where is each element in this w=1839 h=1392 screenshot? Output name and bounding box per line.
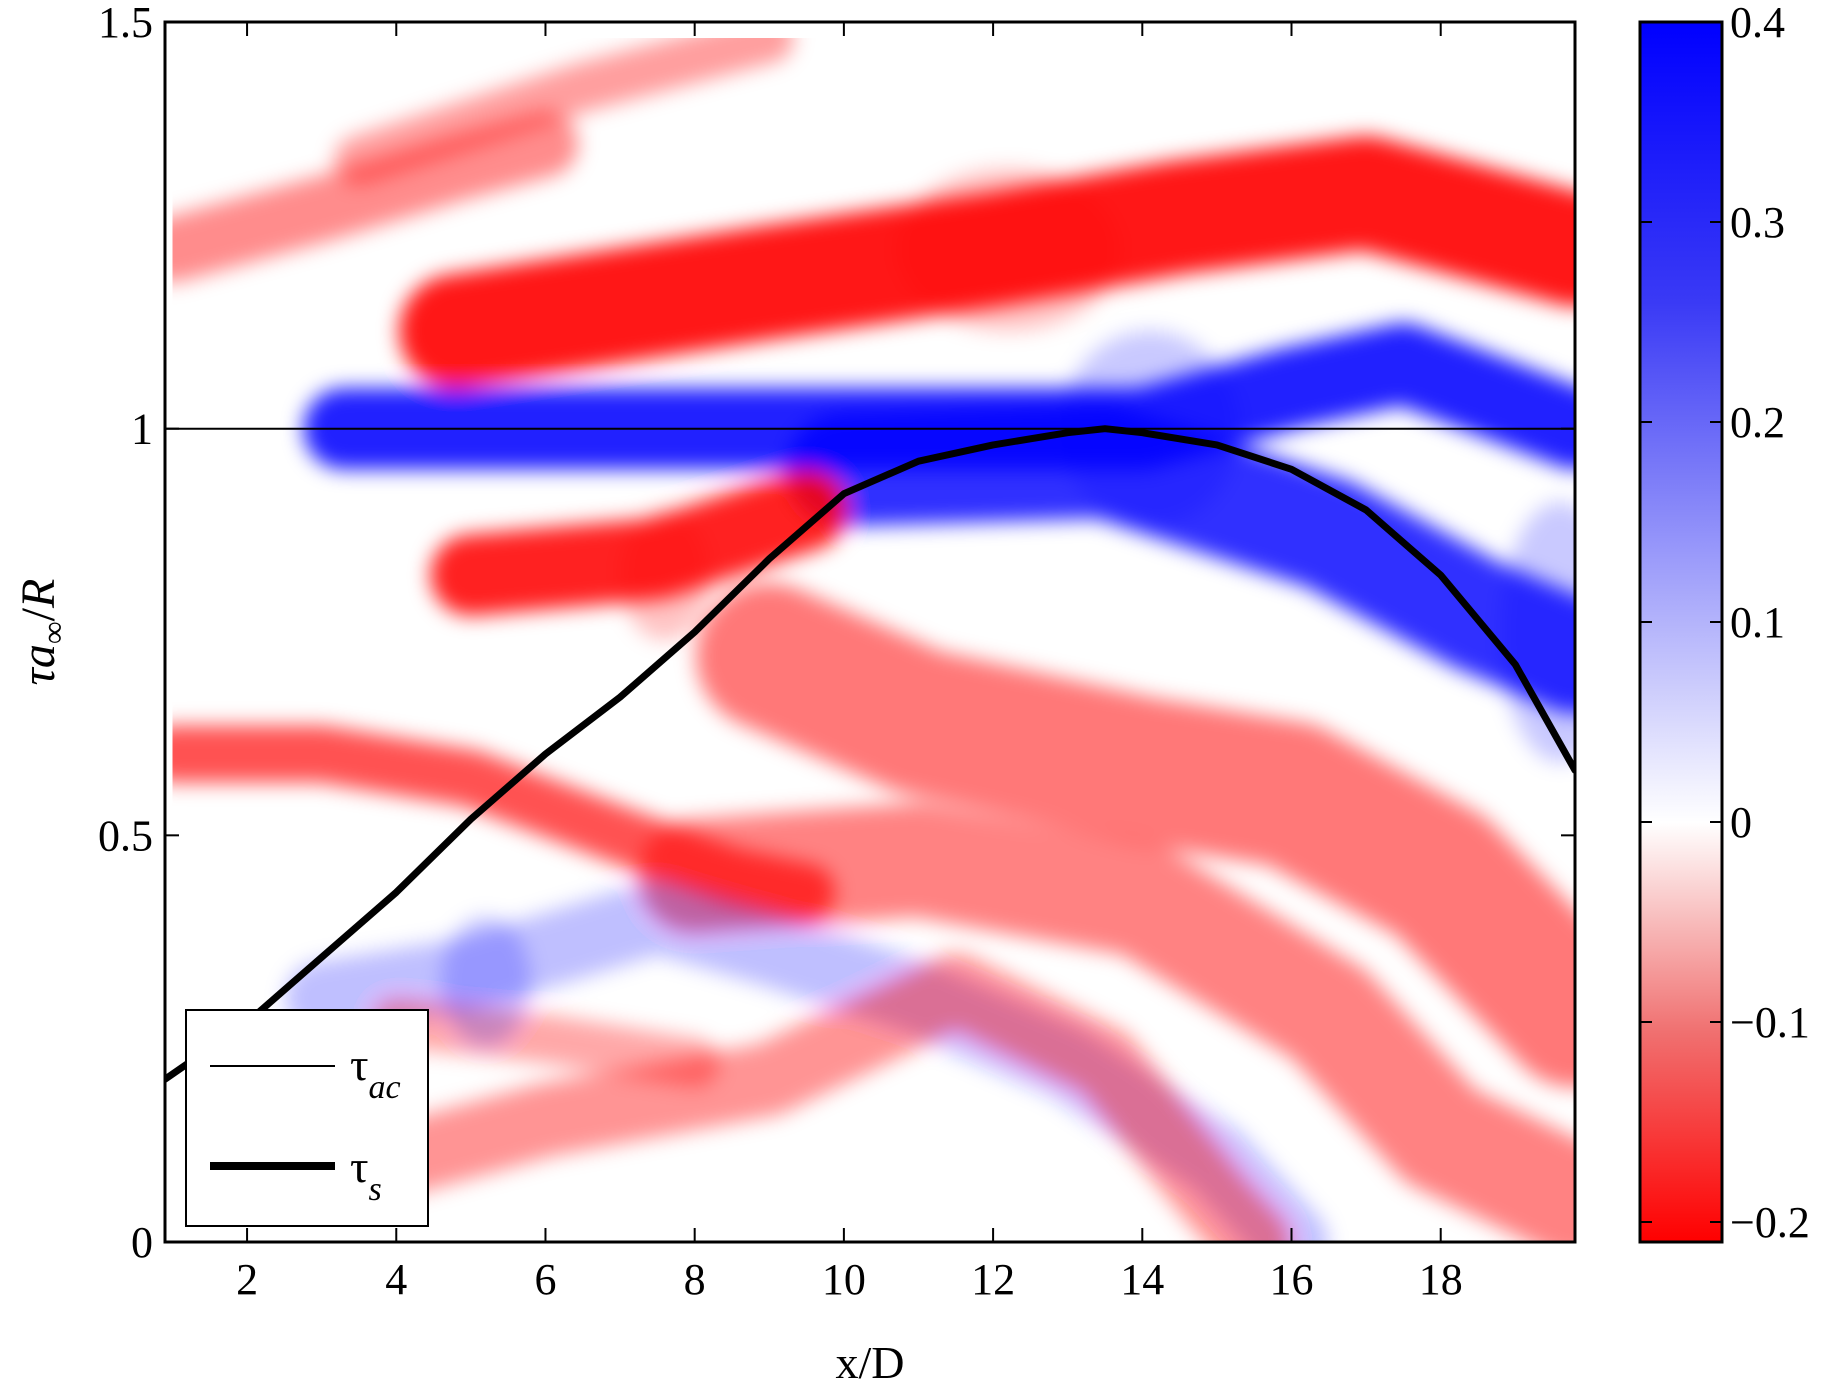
colorbar-tick-label: 0	[1730, 798, 1752, 847]
x-tick-label: 12	[971, 1255, 1015, 1304]
legend-label-tau-ac: τac	[350, 1039, 401, 1106]
x-tick-label: 18	[1419, 1255, 1463, 1304]
legend-label-tau-ac-main: τ	[350, 1039, 369, 1090]
y-axis-label-sub: ∞	[35, 621, 71, 644]
x-tick-label: 2	[236, 1255, 258, 1304]
heatmap-band-3	[165, 111, 579, 283]
x-axis-label: x/D	[836, 1337, 905, 1387]
heatmap-blob-16	[1500, 501, 1575, 763]
x-axis-ticks: 2 4 6 8 10 12 14 16 18	[236, 22, 1463, 1304]
series-lines	[165, 425, 1575, 1083]
legend: τac τs	[185, 1009, 429, 1227]
heatmap-band-10	[359, 953, 1291, 1242]
y-axis-label-a: a	[12, 644, 65, 668]
x-tick-label: 14	[1120, 1255, 1164, 1304]
legend-label-tau-s-main: τ	[350, 1141, 369, 1192]
heatmap-blob-12	[441, 916, 531, 1047]
colorbar-gradient	[1638, 20, 1724, 1244]
y-tick-label: 0	[131, 1218, 153, 1267]
heatmap-field	[165, 22, 1575, 1242]
colorbar-tick-label: 0.1	[1730, 598, 1785, 647]
y-tick-label: 1	[131, 405, 153, 454]
colorbar-tick-label: 0.2	[1730, 398, 1785, 447]
x-tick-label: 4	[385, 1255, 407, 1304]
y-axis-label-tau: τ	[12, 666, 65, 685]
legend-box	[185, 1009, 429, 1227]
colorbar-tick-label: −0.1	[1730, 998, 1810, 1047]
y-tick-label: 1.5	[98, 0, 153, 47]
x-tick-label: 16	[1270, 1255, 1314, 1304]
x-tick-label: 10	[822, 1255, 866, 1304]
colorbar-tick-label: 0.4	[1730, 0, 1785, 47]
legend-label-tau-s-sub: s	[369, 1171, 382, 1208]
y-axis-label-slash: /	[12, 607, 65, 621]
y-axis-label-r: R	[12, 579, 65, 609]
x-tick-label: 6	[534, 1255, 556, 1304]
heatmap-band-6	[696, 583, 1575, 1088]
colorbar-tick-label: 0.3	[1730, 198, 1785, 247]
heatmap-band-8	[637, 802, 1575, 1242]
colorbar-ticks: 0.4 0.3 0.2 0.1 0 −0.1 −0.2	[1640, 0, 1810, 1247]
series-line-tau-s	[165, 425, 1575, 1083]
y-tick-label: 0.5	[98, 811, 153, 860]
heatmap-blob-14	[896, 168, 1120, 331]
plot-frame	[163, 20, 1577, 1244]
legend-label-tau-s: τs	[350, 1141, 382, 1208]
heatmap-band-4	[334, 22, 794, 185]
colorbar-tick-label: −0.2	[1730, 1198, 1810, 1247]
y-axis-label: τa∞/R	[12, 579, 71, 686]
colorbar: 0.4 0.3 0.2 0.1 0 −0.1 −0.2	[1638, 0, 1810, 1247]
y-axis-ticks: 0 0.5 1 1.5	[98, 0, 1575, 1267]
heatmap-blob-15	[620, 509, 710, 641]
heatmap-bands	[165, 22, 1575, 1242]
x-tick-label: 8	[684, 1255, 706, 1304]
legend-label-tau-ac-sub: ac	[369, 1069, 401, 1106]
heatmap-band-11	[371, 998, 720, 1088]
